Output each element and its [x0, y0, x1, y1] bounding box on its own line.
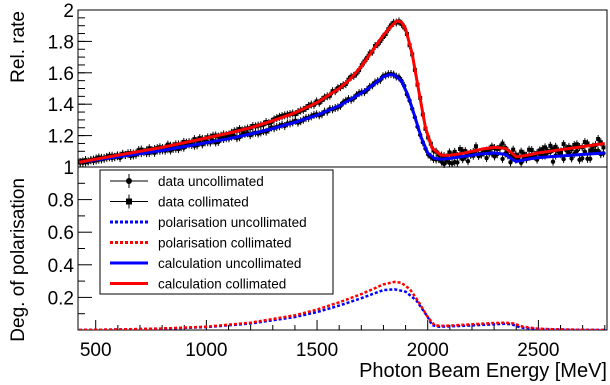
series-calc_collimated: [78, 19, 606, 164]
legend-marker: [126, 178, 132, 184]
legend-label: calculation uncollimated: [158, 256, 301, 271]
data-point: [566, 144, 571, 149]
x-tick-label: 2000: [407, 340, 449, 361]
legend-entry: calculation collimated: [110, 277, 286, 292]
data-point: [484, 148, 489, 153]
data-point: [484, 155, 489, 161]
data-point: [550, 159, 556, 164]
data-point: [572, 143, 577, 148]
data-point: [553, 144, 558, 149]
legend-entry: data collimated: [110, 194, 249, 210]
x-tick-label: 500: [80, 340, 112, 361]
axes: 500 1000 1500 2000 2500 1 1.2 1.4 1.6 1.8 2 0.2 0.4 0…: [48, 1, 606, 361]
data-point: [596, 137, 601, 142]
data-point: [165, 142, 170, 147]
series-calc_uncollimated: [78, 72, 605, 164]
data-point: [529, 148, 534, 153]
data-point: [508, 154, 513, 159]
y-tick-label-top: 1.4: [48, 95, 75, 116]
data-point: [543, 145, 548, 150]
y-tick-label-top: 2: [63, 1, 74, 22]
data-point: [580, 156, 585, 161]
data-point: [441, 161, 447, 167]
legend-label: calculation collimated: [158, 277, 286, 292]
x-tick-label: 1500: [296, 340, 338, 361]
legend: data uncollimated data collimated polarisa…: [99, 169, 334, 295]
y-tick-label-top: 1.2: [48, 127, 74, 148]
data-point: [548, 143, 553, 148]
data-point: [447, 150, 452, 155]
data-point: [500, 156, 505, 162]
data-point: [458, 147, 463, 152]
data-point: [455, 160, 460, 165]
y-tick-label-top: 1.8: [48, 32, 74, 53]
y-tick-label-bottom: 0.2: [48, 288, 74, 309]
data-point: [574, 148, 580, 154]
data-point: [508, 160, 513, 165]
data-point: [460, 148, 465, 153]
series-pol_uncollimated: [79, 288, 605, 330]
data-point: [463, 149, 468, 154]
legend-marker: [126, 198, 132, 205]
data-point: [569, 156, 574, 161]
y-axis-label-bottom: Deg. of polarisation: [8, 178, 29, 342]
data-collimated-series: [78, 17, 606, 167]
data-point: [452, 149, 457, 154]
data-point: [521, 151, 526, 156]
data-point: [588, 148, 593, 153]
legend-entry: polarisation uncollimated: [110, 215, 307, 230]
data-point: [574, 142, 579, 147]
legend-entry: data uncollimated: [110, 174, 264, 189]
legend-box: [99, 169, 334, 295]
y-tick-label-bottom: 0.8: [48, 191, 74, 212]
legend-label: data uncollimated: [158, 174, 264, 189]
y-axis-label-top: Rel. rate: [8, 11, 29, 83]
data-point: [519, 149, 524, 154]
data-point: [540, 147, 545, 152]
legend-label: data collimated: [158, 195, 249, 210]
data-point: [585, 141, 590, 146]
legend-label: polarisation uncollimated: [158, 215, 307, 230]
data-point: [587, 156, 593, 162]
data-point: [561, 156, 566, 162]
y-tick-label-top: 1.6: [48, 64, 74, 85]
data-point: [598, 140, 603, 145]
data-point: [601, 145, 606, 150]
legend-entry: polarisation collimated: [110, 236, 292, 251]
legend-label: polarisation collimated: [158, 236, 292, 251]
y-tick-label-top: 1: [63, 158, 74, 179]
series-pol_collimated: [79, 280, 605, 330]
series-layer: [78, 17, 606, 330]
data-point: [511, 147, 516, 152]
x-axis-label: Photon Beam Energy [MeV]: [359, 360, 607, 382]
data-point: [527, 147, 532, 152]
legend-entry: calculation uncollimated: [110, 256, 301, 271]
x-tick-label: 2500: [517, 340, 559, 361]
data-point: [500, 141, 505, 146]
data-point: [465, 158, 471, 164]
y-tick-label-bottom: 0.6: [48, 223, 74, 244]
data-point: [561, 142, 566, 147]
data-point: [473, 144, 478, 149]
data-point: [582, 140, 587, 145]
y-tick-label-bottom: 0.4: [48, 256, 75, 277]
x-tick-label: 1000: [185, 340, 227, 361]
